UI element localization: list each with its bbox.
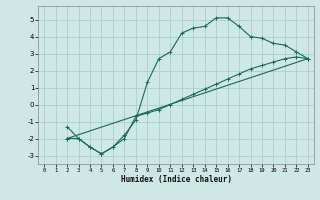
X-axis label: Humidex (Indice chaleur): Humidex (Indice chaleur) xyxy=(121,175,231,184)
